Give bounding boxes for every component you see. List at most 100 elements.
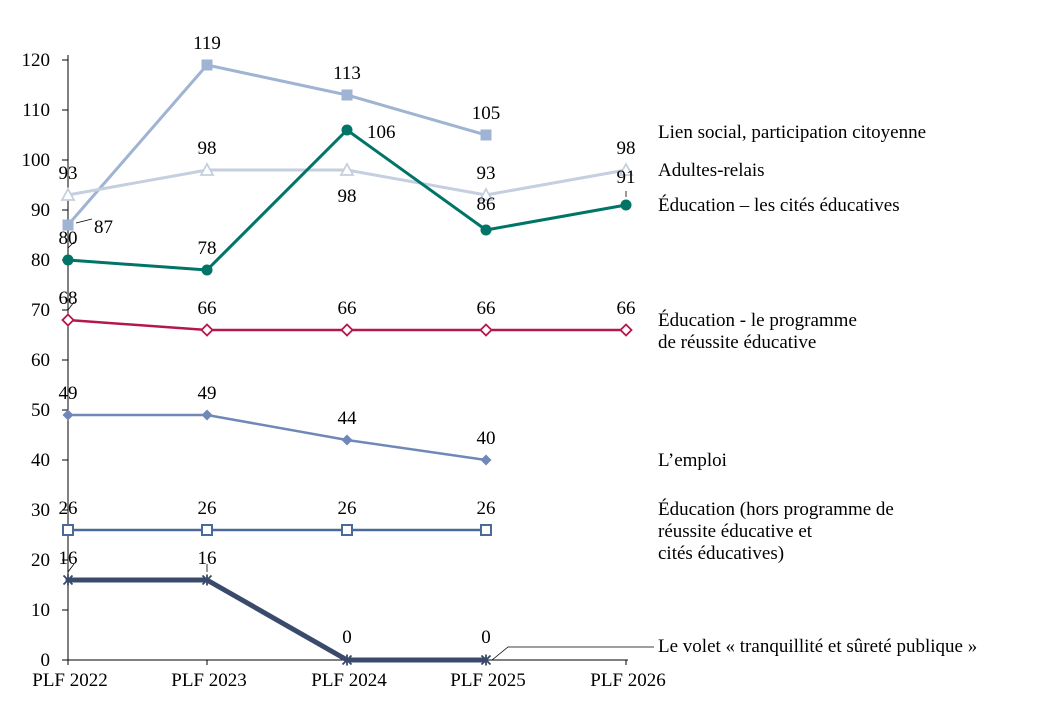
data-label: 87 [94, 217, 113, 238]
data-point [199, 162, 215, 176]
series-label-line: Lien social, participation citoyenne [658, 122, 926, 143]
data-point [480, 654, 492, 666]
y-tick-label: 80 [31, 250, 50, 271]
data-point [61, 313, 75, 327]
data-label: 80 [59, 228, 78, 249]
chart-axes: 0 10 20 30 40 50 60 70 80 90 100 110 120 PLF 2022 PLF … [22, 50, 666, 691]
series-label-line: de réussite éducative [658, 332, 816, 353]
series-label-line: L’emploi [658, 450, 727, 471]
y-tick-label: 90 [31, 200, 50, 221]
data-label: 98 [617, 138, 636, 159]
data-point [201, 574, 213, 586]
y-tick-label: 10 [31, 600, 50, 621]
y-tick-label: 30 [31, 500, 50, 521]
data-label: 86 [477, 194, 496, 215]
data-label: 98 [338, 186, 357, 207]
data-label: 105 [472, 103, 501, 124]
label-leader [67, 241, 75, 249]
y-tick-label: 0 [41, 650, 51, 671]
data-point [480, 129, 492, 141]
data-point [201, 524, 213, 536]
data-point [201, 264, 213, 276]
series-label: Adultes-relais [658, 160, 765, 181]
x-tick-label: PLF 2022 [32, 670, 108, 691]
data-point [201, 59, 213, 71]
data-label: 93 [477, 163, 496, 184]
series-lines [65, 63, 628, 663]
data-label: 91 [617, 167, 636, 188]
x-tick-label: PLF 2025 [450, 670, 526, 691]
data-label: 66 [617, 298, 636, 319]
data-point [341, 654, 353, 666]
series-label-line: réussite éducative et [658, 521, 813, 542]
series-line [66, 413, 488, 462]
y-tick-label: 60 [31, 350, 50, 371]
data-label: 26 [198, 498, 217, 519]
data-label: 68 [59, 288, 78, 309]
data-labels: 87 119 113 105 93 98 98 93 98 80 78 106 86 91 68 66 66 66… [59, 33, 636, 648]
data-point [341, 434, 353, 446]
data-point [340, 323, 354, 337]
x-tick-label: PLF 2026 [590, 670, 666, 691]
data-label: 113 [333, 63, 361, 84]
data-point [341, 524, 353, 536]
data-point [62, 219, 74, 231]
data-point [480, 454, 492, 466]
data-point [339, 162, 355, 176]
series-markers [60, 59, 634, 666]
data-label: 66 [477, 298, 496, 319]
series-label: Éducation – les cités éducatives [658, 194, 900, 216]
data-point [341, 89, 353, 101]
data-point [62, 409, 74, 421]
label-leader [67, 301, 75, 311]
data-point [62, 574, 74, 586]
data-point [341, 124, 353, 136]
data-label: 26 [338, 498, 357, 519]
series-line [66, 63, 488, 227]
data-point [62, 524, 74, 536]
data-point [479, 323, 493, 337]
series-label: Éducation (hors programme de réussite édu… [658, 498, 894, 564]
series-label: L’emploi [658, 450, 727, 471]
data-label: 26 [477, 498, 496, 519]
data-label: 93 [59, 163, 78, 184]
data-point [619, 323, 633, 337]
series-label: Lien social, participation citoyenne [658, 122, 926, 143]
data-label: 66 [338, 298, 357, 319]
data-label: 16 [59, 548, 78, 569]
label-leader [75, 218, 93, 224]
series-label: Le volet « tranquillité et sûreté publiq… [658, 636, 977, 657]
x-tick-label: PLF 2023 [171, 670, 247, 691]
series-label: Éducation - le programme de réussite éduc… [658, 309, 857, 353]
data-label: 49 [59, 383, 78, 404]
y-tick-label: 100 [22, 150, 51, 171]
y-tick-label: 50 [31, 400, 50, 421]
data-point [60, 187, 76, 201]
data-point [478, 187, 494, 201]
data-point [62, 254, 74, 266]
x-tick-label: PLF 2024 [311, 670, 387, 691]
data-label: 16 [198, 548, 217, 569]
data-label: 0 [481, 627, 491, 648]
series-label-line: Adultes-relais [658, 160, 765, 181]
series-label-leader [491, 646, 654, 661]
data-label: 106 [367, 122, 396, 143]
data-label: 78 [198, 238, 217, 259]
data-label: 66 [198, 298, 217, 319]
y-tick-label: 20 [31, 550, 50, 571]
data-point [480, 524, 492, 536]
series-line [65, 577, 489, 663]
data-label: 98 [198, 138, 217, 159]
data-label: 44 [338, 408, 358, 429]
data-point [200, 323, 214, 337]
data-point [620, 199, 632, 211]
data-label: 26 [59, 498, 78, 519]
y-tick-label: 40 [31, 450, 50, 471]
data-point [201, 409, 213, 421]
y-tick-label: 70 [31, 300, 50, 321]
data-point [480, 224, 492, 236]
series-label-line: Éducation - le programme [658, 309, 857, 331]
series-label-line: cités éducatives) [658, 543, 784, 564]
y-tick-label: 120 [22, 50, 51, 71]
